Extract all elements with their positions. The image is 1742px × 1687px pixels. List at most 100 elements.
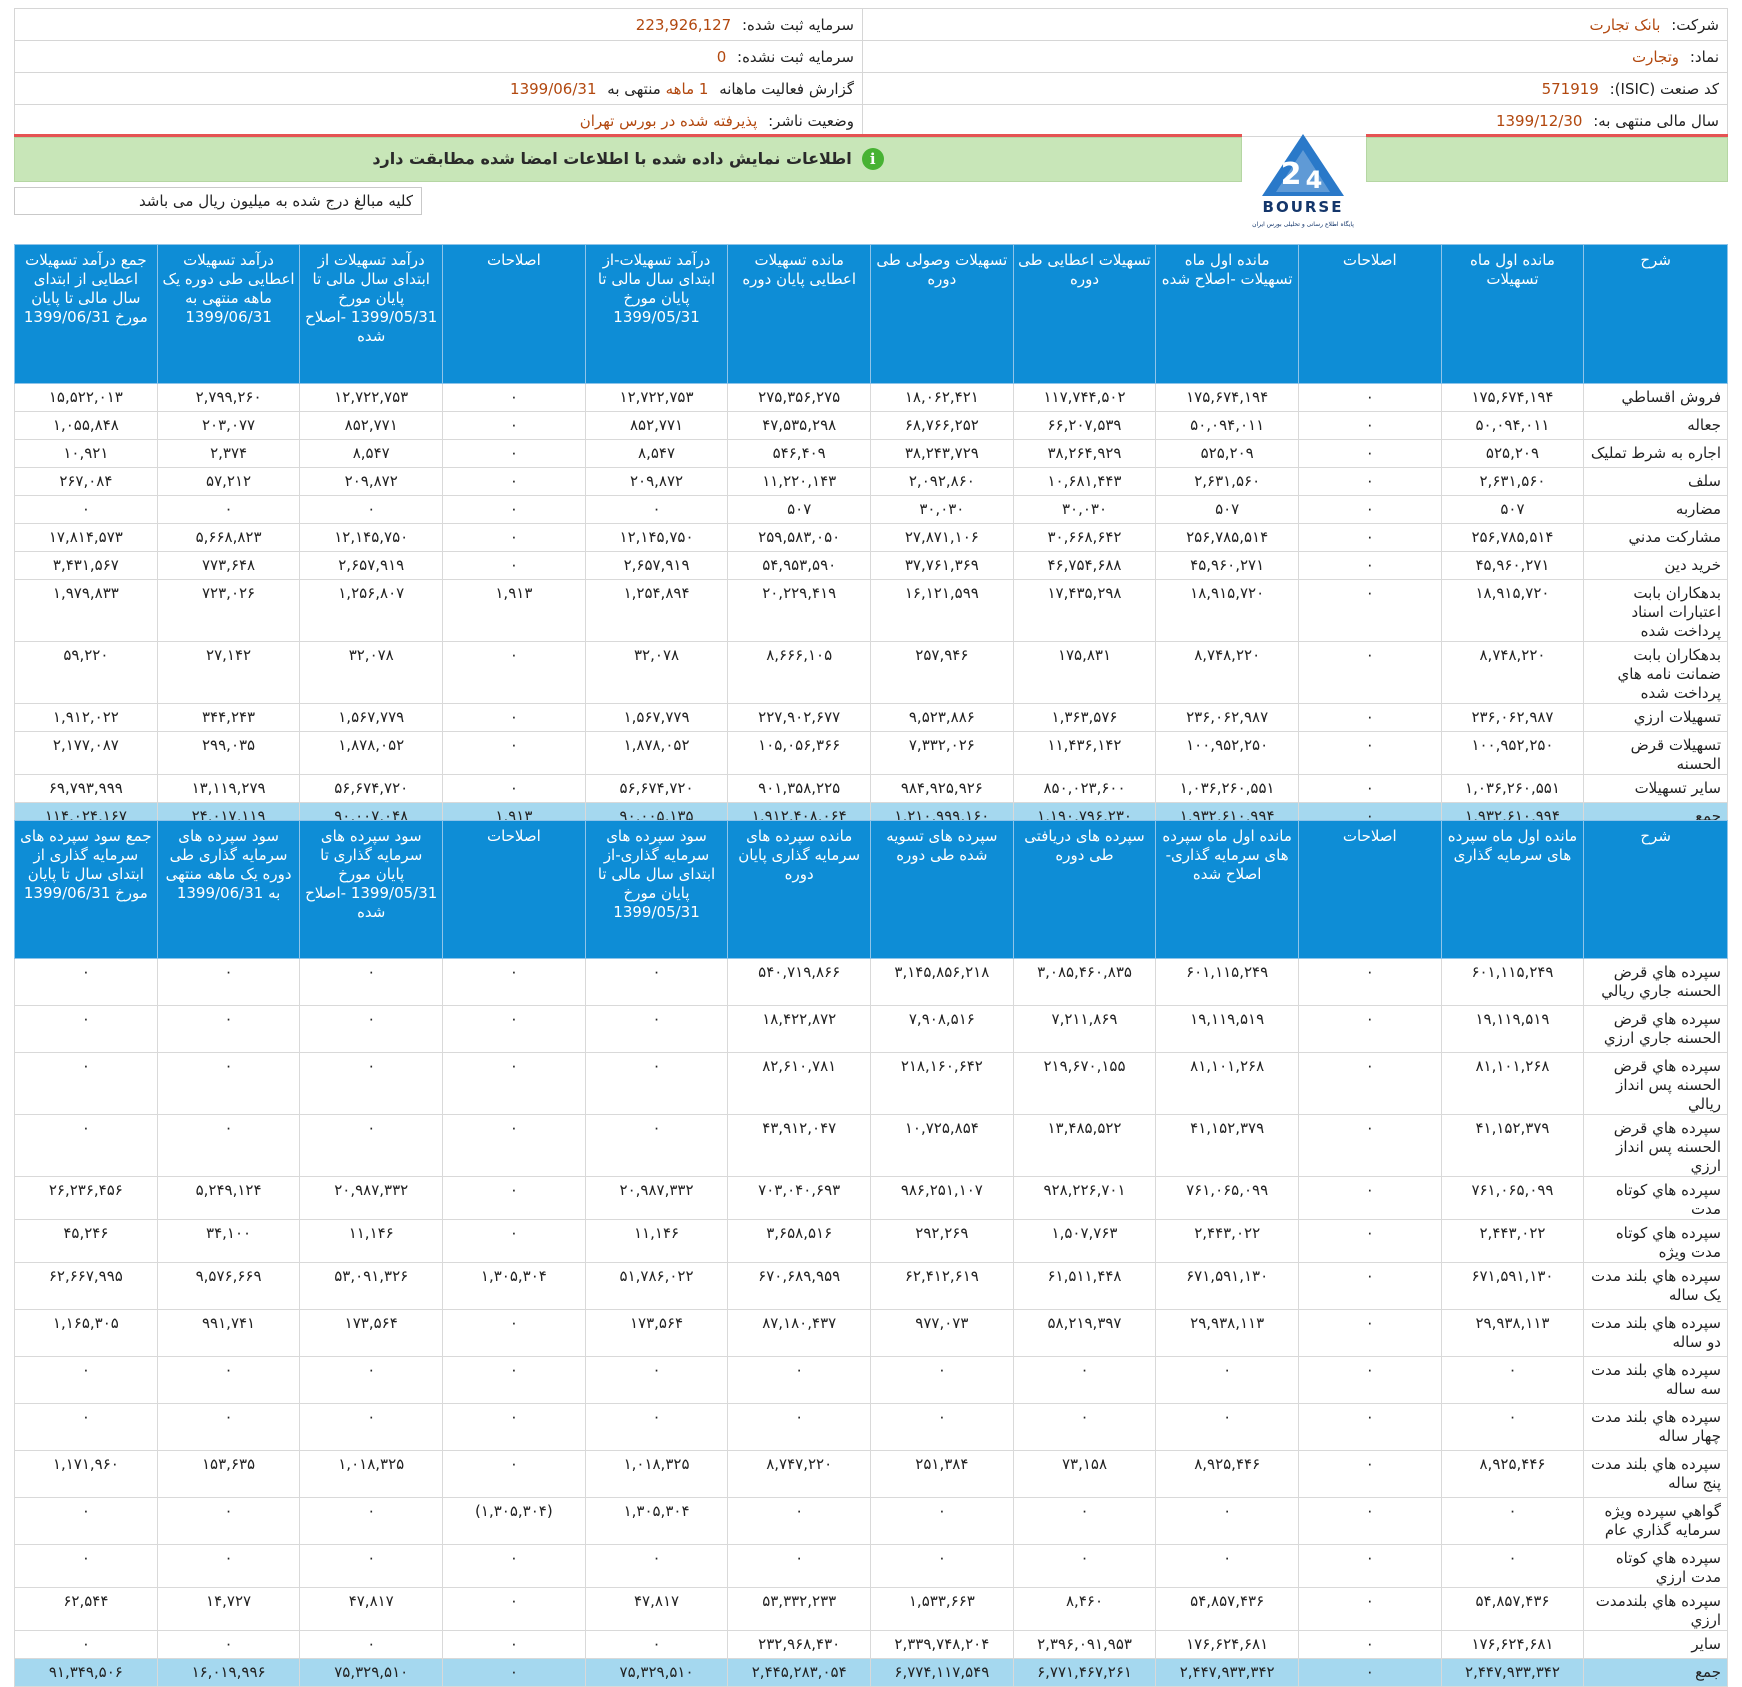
report-end-label: منتهی به <box>607 79 661 98</box>
column-header: سود سپرده های سرمایه گذاری-از ابتدای سال… <box>584 820 729 959</box>
table-cell: ۸۵۰,۰۲۳,۶۰۰ <box>1012 774 1157 803</box>
table-cell: ۰ <box>442 467 586 496</box>
table-row: سپرده هاي قرض الحسنه جاري ارزي ۱۹,۱۱۹,۵۱۹… <box>14 1005 1728 1053</box>
table-cell: ۶۶,۲۰۷,۵۳۹ <box>1012 411 1157 440</box>
table-row: مشارکت مدني ۲۵۶,۷۸۵,۵۱۴ ۰ ۲۵۶,۷۸۵,۵۱۴ ۳۰,۶۶۸… <box>14 523 1728 552</box>
publisher-status-value: پذیرفته شده در بورس تهران <box>579 111 758 130</box>
table-cell: ۱,۳۶۳,۵۷۶ <box>1012 703 1157 732</box>
table-cell: ۰ <box>442 1309 586 1357</box>
table-cell: ۰ <box>870 1356 1014 1404</box>
column-header: شرح <box>1583 820 1728 959</box>
table-cell: ۲۹,۹۳۸,۱۱۳ <box>1440 1309 1585 1357</box>
bourse24-logo[interactable]: 2 4 BOURSE پایگاه اطلاع رسانی و تحلیلی ب… <box>1244 130 1362 234</box>
table-cell: ۱۷,۸۱۴,۵۷۳ <box>14 523 158 552</box>
table-cell: ۷۶۱,۰۶۵,۰۹۹ <box>1155 1176 1299 1220</box>
table-cell: ۰ <box>299 958 444 1006</box>
table-cell: ۵۴۰,۷۱۹,۸۶۶ <box>727 958 872 1006</box>
alert-top-border-right <box>1366 134 1728 137</box>
unregistered-capital-cell: سرمایه ثبت نشده: 0 <box>14 40 863 73</box>
table-cell: ۲۵۶,۷۸۵,۵۱۴ <box>1440 523 1585 552</box>
row-label: خريد دين <box>1583 551 1728 580</box>
table-cell: ۰ <box>1297 467 1442 496</box>
table-cell: ۰ <box>156 1052 301 1115</box>
table-cell: ۴۳,۹۱۲,۰۴۷ <box>727 1114 872 1177</box>
table-cell: ۰ <box>442 703 586 732</box>
table-cell: ۴۷,۸۱۷ <box>584 1587 729 1631</box>
table-cell: ۰ <box>299 1114 444 1177</box>
table-cell: ۰ <box>156 958 301 1006</box>
table-row: ساير تسهيلات ۱,۰۳۶,۲۶۰,۵۵۱ ۰ ۱,۰۳۶,۲۶۰,۵۵۱ ۸… <box>14 774 1728 803</box>
total-cell: ۲,۴۴۷,۹۳۳,۳۴۲ <box>1440 1658 1585 1687</box>
column-header: اصلاحات <box>442 820 586 959</box>
table-cell: ۰ <box>14 1497 158 1545</box>
table-row: ساير ۱۷۶,۶۲۴,۶۸۱ ۰ ۱۷۶,۶۲۴,۶۸۱ ۲,۳۹۶,۰۹۱,۹۵۳… <box>14 1630 1728 1659</box>
row-label: سپرده هاي قرض الحسنه جاري ريالي <box>1583 958 1728 1006</box>
row-label: سپرده هاي قرض الحسنه پس انداز ارزي <box>1583 1114 1728 1177</box>
table-row: سپرده هاي قرض الحسنه جاري ريالي ۶۰۱,۱۱۵,۲… <box>14 958 1728 1006</box>
table-cell: ۳۰,۰۳۰ <box>870 495 1014 524</box>
fiscal-year-label: سال مالی منتهی به: <box>1593 111 1719 130</box>
table-cell: ۲,۰۹۲,۸۶۰ <box>870 467 1014 496</box>
table-row: سپرده هاي بلند مدت يک ساله ۶۷۱,۵۹۱,۱۳۰ ۰ ۶۷… <box>14 1262 1728 1310</box>
table-cell: ۱۰۰,۹۵۲,۲۵۰ <box>1440 731 1585 775</box>
table-cell: ۱۷۵,۶۷۴,۱۹۴ <box>1440 383 1585 412</box>
company-cell: شرکت: بانک تجارت <box>862 8 1728 41</box>
table-cell: ۱۲,۷۲۲,۷۵۳ <box>584 383 729 412</box>
table-cell: ۵۹,۲۲۰ <box>14 641 158 704</box>
table-cell: ۵۰,۰۹۴,۰۱۱ <box>1155 411 1299 440</box>
company-value[interactable]: بانک تجارت <box>1589 15 1661 34</box>
table-cell: ۱,۰۳۶,۲۶۰,۵۵۱ <box>1155 774 1299 803</box>
column-header: مانده اول ماه سپرده های سرمایه گذاری <box>1440 820 1585 959</box>
row-label: مضاربه <box>1583 495 1728 524</box>
table-cell: ۰ <box>584 1052 729 1115</box>
column-header: مانده اول ماه سپرده های سرمایه گذاری- اص… <box>1155 820 1299 959</box>
row-label: سپرده هاي کوتاه مدت ارزي <box>1583 1544 1728 1588</box>
column-header: درآمد تسهیلات از ابتدای سال مالی تا پایا… <box>299 244 444 384</box>
table-cell: ۰ <box>1297 1114 1442 1177</box>
table-cell: ۴۷,۸۱۷ <box>299 1587 444 1631</box>
deposits-table: شرح مانده اول ماه سپرده های سرمایه گذاری ا… <box>14 820 1728 1687</box>
table-cell: ۸,۷۴۷,۲۲۰ <box>727 1450 872 1498</box>
table-cell: ۰ <box>442 551 586 580</box>
table-cell: ۱,۰۱۸,۳۲۵ <box>299 1450 444 1498</box>
table-cell: ۰ <box>14 1052 158 1115</box>
table-cell: ۲۹۹,۰۳۵ <box>156 731 301 775</box>
symbol-value[interactable]: وتجارت <box>1632 47 1680 66</box>
currency-note: کلیه مبالغ درج شده به میلیون ریال می باش… <box>14 187 422 215</box>
table-cell: ۰ <box>1012 1544 1157 1588</box>
table-cell: ۱۷۵,۸۳۱ <box>1012 641 1157 704</box>
table-cell: ۰ <box>727 1356 872 1404</box>
table-cell: ۰ <box>727 1497 872 1545</box>
table-cell: ۶۹,۷۹۳,۹۹۹ <box>14 774 158 803</box>
table-cell: ۶۰۱,۱۱۵,۲۴۹ <box>1155 958 1299 1006</box>
table-cell: ۵۳,۳۳۲,۲۳۳ <box>727 1587 872 1631</box>
table-cell: ۱۸,۴۲۲,۸۷۲ <box>727 1005 872 1053</box>
table-cell: ۱,۳۰۵,۳۰۴ <box>442 1262 586 1310</box>
table-cell: ۲۵۱,۳۸۴ <box>870 1450 1014 1498</box>
table-cell: ۵۱,۷۸۶,۰۲۲ <box>584 1262 729 1310</box>
column-header: شرح <box>1583 244 1728 384</box>
table-cell: ۱,۳۰۵,۳۰۴ <box>584 1497 729 1545</box>
table-cell: ۰ <box>442 1219 586 1263</box>
table-cell: ۹۸۶,۲۵۱,۱۰۷ <box>870 1176 1014 1220</box>
table-cell: ۰ <box>156 1544 301 1588</box>
table-row: اجاره به شرط تمليک ۵۲۵,۲۰۹ ۰ ۵۲۵,۲۰۹ ۳۸,۲۶۴,… <box>14 439 1728 468</box>
table-row: سپرده هاي بلند مدت پنج ساله ۸,۹۲۵,۴۴۶ ۰ ۸,۹… <box>14 1450 1728 1498</box>
column-header: سپرده های تسویه شده طی دوره <box>870 820 1014 959</box>
table-cell: ۵۳,۰۹۱,۳۲۶ <box>299 1262 444 1310</box>
table-cell: ۰ <box>14 958 158 1006</box>
table-cell: ۴۱,۱۵۲,۳۷۹ <box>1155 1114 1299 1177</box>
table-cell: ۹۹۱,۷۴۱ <box>156 1309 301 1357</box>
logo-triangle-inner <box>1276 150 1330 192</box>
table-cell: ۰ <box>1297 1403 1442 1451</box>
column-header: مانده سپرده های سرمایه گذاری پایان دوره <box>727 820 872 959</box>
table-row: بدهکاران بابت ضمانت نامه هاي پرداخت شده ۸… <box>14 641 1728 704</box>
table-cell: ۱,۹۱۲,۰۲۲ <box>14 703 158 732</box>
table-cell: ۶۲,۵۴۴ <box>14 1587 158 1631</box>
total-cell: ۰ <box>1297 1658 1442 1687</box>
table-cell: ۰ <box>1155 1356 1299 1404</box>
table-row: سپرده هاي کوتاه مدت ۷۶۱,۰۶۵,۰۹۹ ۰ ۷۶۱,۰۶۵,۰… <box>14 1176 1728 1220</box>
total-cell: ۲,۴۴۷,۹۳۳,۳۴۲ <box>1155 1658 1299 1687</box>
table-cell: ۶۷۰,۶۸۹,۹۵۹ <box>727 1262 872 1310</box>
table-cell: ۱۱۷,۷۴۴,۵۰۲ <box>1012 383 1157 412</box>
